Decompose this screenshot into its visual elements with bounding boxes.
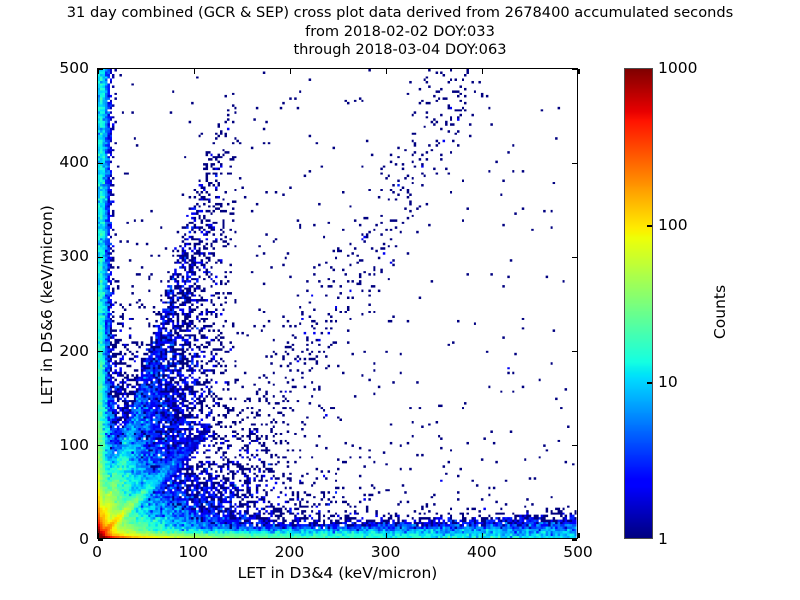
y-tick-label: 0 [79, 530, 89, 548]
title-line-3: through 2018-03-04 DOY:063 [293, 41, 507, 58]
x-tick-mark [578, 69, 580, 74]
y-tick-label: 400 [59, 153, 89, 172]
x-tick-mark [386, 533, 388, 538]
y-tick-label: 200 [59, 341, 89, 360]
y-tick-mark [572, 539, 577, 541]
x-tick-mark [97, 533, 99, 538]
x-tick-mark [289, 533, 291, 538]
title-line-1: 31 day combined (GCR & SEP) cross plot d… [66, 4, 734, 21]
colorbar-gradient [625, 69, 652, 538]
y-tick-mark [572, 162, 577, 164]
y-tick-label: 500 [59, 59, 89, 77]
colorbar-tick-label: 10 [658, 373, 678, 391]
x-tick-mark [289, 69, 291, 74]
y-tick-mark [98, 445, 103, 447]
x-tick-mark [482, 69, 484, 74]
x-tick-mark [193, 69, 195, 74]
title-line-2: from 2018-02-02 DOY:033 [305, 22, 495, 40]
density-scatter-canvas [98, 69, 577, 538]
x-axis-title: LET in D3&4 (keV/micron) [237, 564, 438, 582]
figure-title: 31 day combined (GCR & SEP) cross plot d… [0, 4, 800, 60]
y-tick-mark [572, 68, 577, 70]
x-tick-mark [386, 69, 388, 74]
plot-area [97, 68, 580, 541]
x-tick-label: 100 [178, 543, 208, 561]
x-tick-mark [97, 69, 99, 74]
colorbar-title: Counts [711, 284, 729, 340]
colorbar-tick-label: 1000 [658, 59, 698, 77]
y-tick-mark [572, 351, 577, 353]
y-tick-label: 100 [59, 435, 89, 454]
y-tick-label: 300 [59, 247, 89, 266]
colorbar-tick-mark [647, 225, 652, 227]
colorbar-tick-mark [647, 382, 652, 384]
y-tick-mark [572, 256, 577, 258]
x-tick-mark [193, 533, 195, 538]
y-tick-mark [572, 445, 577, 447]
x-tick-mark [578, 533, 580, 538]
y-tick-mark [98, 539, 103, 541]
x-tick-mark [482, 533, 484, 538]
y-axis-title: LET in D5&6 (keV/micron) [38, 205, 56, 405]
y-tick-mark [98, 351, 103, 353]
colorbar [624, 68, 653, 539]
x-tick-label: 300 [370, 543, 401, 561]
y-tick-mark [98, 256, 103, 258]
x-tick-label: 500 [563, 543, 593, 561]
colorbar-tick-label: 100 [658, 216, 688, 234]
x-tick-label: 400 [467, 543, 497, 561]
y-tick-mark [98, 68, 103, 70]
y-tick-mark [98, 162, 103, 164]
x-tick-label: 0 [92, 543, 102, 561]
x-tick-label: 200 [274, 543, 305, 561]
colorbar-tick-label: 1 [658, 530, 668, 548]
